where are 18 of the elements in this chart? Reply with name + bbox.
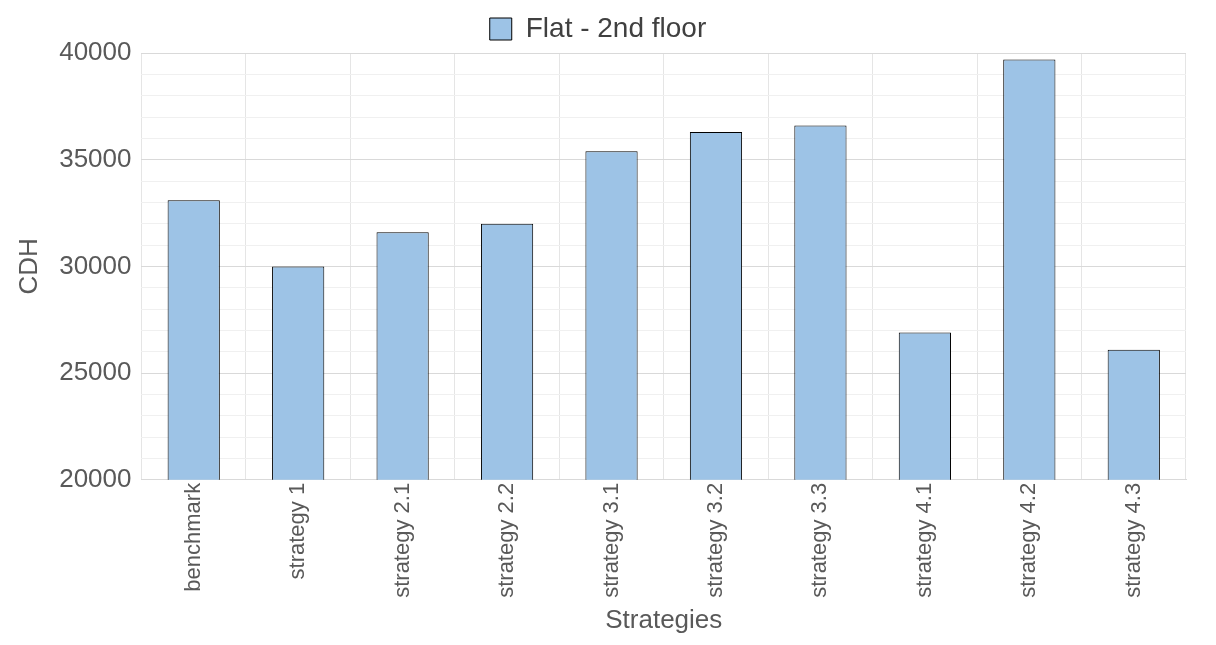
x-tick-label: strategy 2.1 xyxy=(388,482,414,598)
x-axis-title: Strategies xyxy=(605,603,723,634)
y-tick-label: 30000 xyxy=(59,249,132,280)
x-tick-label: strategy 4.1 xyxy=(910,482,936,598)
y-tick-label: 35000 xyxy=(59,142,132,173)
y-axis-title: CDH xyxy=(12,238,43,295)
x-tick-label: strategy 4.2 xyxy=(1015,482,1041,598)
x-tick-label: strategy 1 xyxy=(284,482,310,580)
y-tick-label: 40000 xyxy=(59,36,132,67)
y-tick-label: 25000 xyxy=(59,356,132,387)
x-tick-label: benchmark xyxy=(179,481,205,592)
x-tick-label: strategy 2.2 xyxy=(493,482,519,598)
y-tick-label: 20000 xyxy=(59,463,132,494)
x-tick-label: strategy 3.1 xyxy=(597,482,623,598)
x-tick-label: strategy 3.2 xyxy=(702,482,728,598)
legend-label: Flat - 2nd floor xyxy=(525,11,707,43)
x-tick-label: strategy 4.3 xyxy=(1119,482,1145,598)
x-tick-label: strategy 3.3 xyxy=(806,482,832,598)
